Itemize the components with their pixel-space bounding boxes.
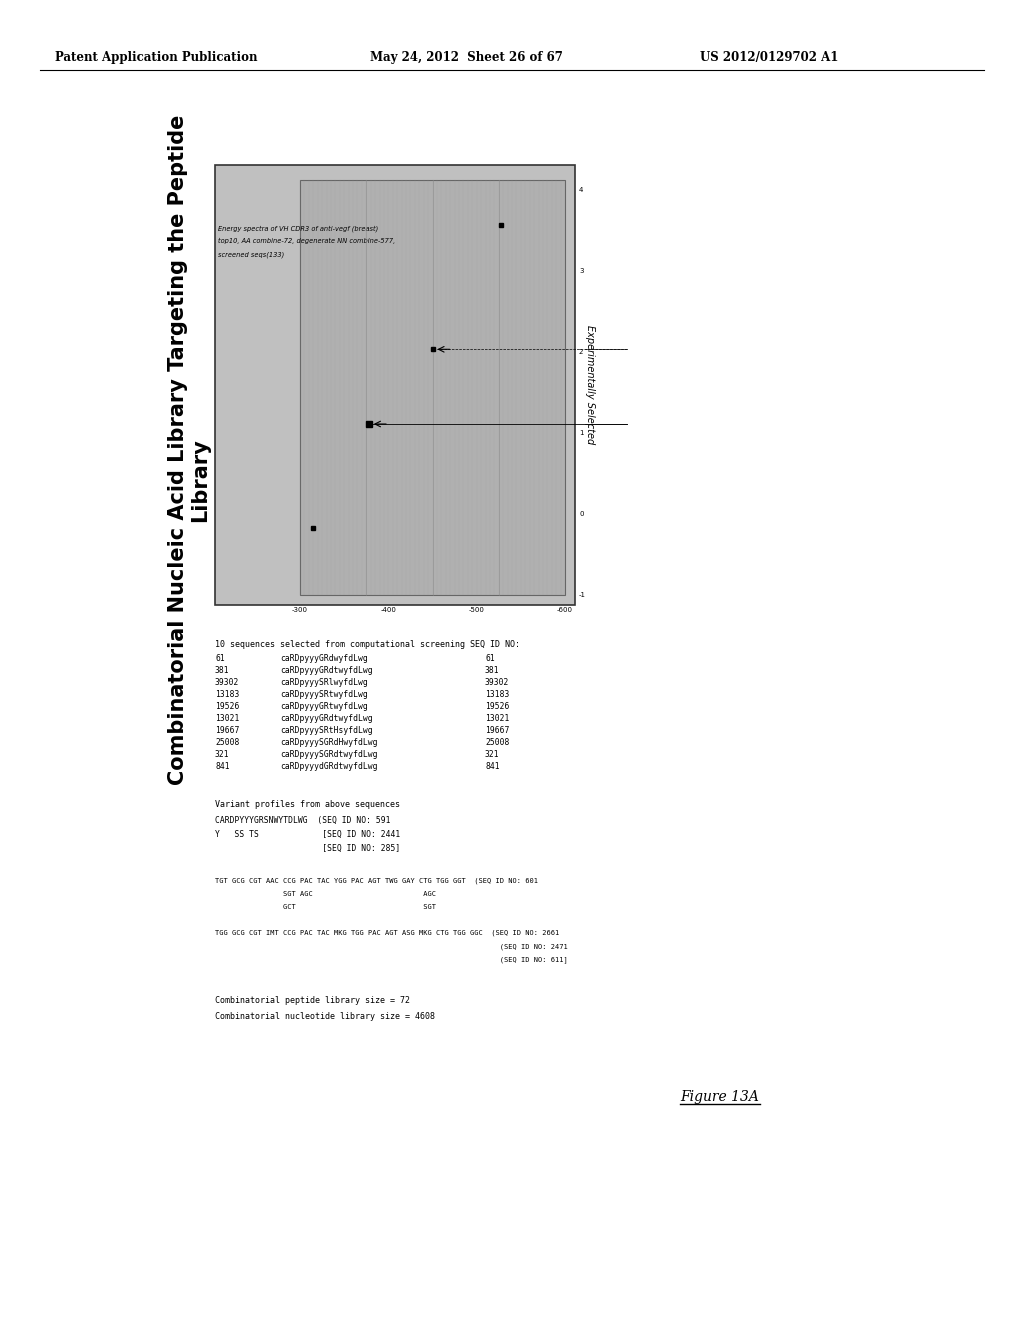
Text: -400: -400 [380,607,396,612]
Text: -1: -1 [579,591,586,598]
Text: screened seqs(133): screened seqs(133) [218,251,285,257]
Text: 321: 321 [215,750,229,759]
Text: CARDPYYYGRSNWYTDLWG  (SEQ ID NO: 591: CARDPYYYGRSNWYTDLWG (SEQ ID NO: 591 [215,816,390,825]
Text: caRDpyyyGRdtwyfdLwg: caRDpyyyGRdtwyfdLwg [280,714,373,723]
Text: (SEQ ID NO: 611]: (SEQ ID NO: 611] [215,956,567,962]
Text: 39302: 39302 [485,678,509,686]
Text: 841: 841 [215,762,229,771]
Text: -300: -300 [292,607,308,612]
Text: 0: 0 [579,511,584,517]
Text: 61: 61 [485,653,495,663]
Text: 25008: 25008 [485,738,509,747]
Text: 1: 1 [579,430,584,436]
Text: SEQ ID NO:: SEQ ID NO: [470,640,520,649]
Text: Figure 13A: Figure 13A [680,1090,759,1104]
Text: 25008: 25008 [215,738,240,747]
Text: caRDpyyyGRdtwyfdLwg: caRDpyyyGRdtwyfdLwg [280,667,373,675]
Text: (SEQ ID NO: 2471: (SEQ ID NO: 2471 [215,942,567,949]
Text: caRDpyyydGRdtwyfdLwg: caRDpyyydGRdtwyfdLwg [280,762,378,771]
Text: Patent Application Publication: Patent Application Publication [55,51,257,65]
Text: Y   SS TS             [SEQ ID NO: 2441: Y SS TS [SEQ ID NO: 2441 [215,830,400,840]
Text: 381: 381 [485,667,500,675]
Text: 19667: 19667 [485,726,509,735]
Text: caRDpyyySRtHsyfdLwg: caRDpyyySRtHsyfdLwg [280,726,373,735]
Text: -500: -500 [469,607,484,612]
Text: caRDpyyySGRdHwyfdLwg: caRDpyyySGRdHwyfdLwg [280,738,378,747]
Text: 39302: 39302 [215,678,240,686]
Text: Combinatorial peptide library size = 72: Combinatorial peptide library size = 72 [215,997,410,1005]
Bar [300,180,565,595]
Text: US 2012/0129702 A1: US 2012/0129702 A1 [700,51,839,65]
Text: caRDpyyySRtwyfdLwg: caRDpyyySRtwyfdLwg [280,690,368,700]
Text: 19667: 19667 [215,726,240,735]
Text: caRDpyyyGRdwyfdLwg: caRDpyyyGRdwyfdLwg [280,653,368,663]
Text: 10 sequences selected from computational screening: 10 sequences selected from computational… [215,640,465,649]
Text: May 24, 2012  Sheet 26 of 67: May 24, 2012 Sheet 26 of 67 [370,51,563,65]
Text: top10, AA combine-72, degenerate NN combine-577,: top10, AA combine-72, degenerate NN comb… [218,238,395,244]
Text: 13021: 13021 [485,714,509,723]
Text: 841: 841 [485,762,500,771]
Text: TGG GCG CGT IMT CCG PAC TAC MKG TGG PAC AGT ASG MKG CTG TGG GGC  (SEQ ID NO: 266: TGG GCG CGT IMT CCG PAC TAC MKG TGG PAC … [215,931,559,936]
Text: 2: 2 [579,348,584,355]
Text: 19526: 19526 [215,702,240,711]
Text: caRDpyyySRlwyfdLwg: caRDpyyySRlwyfdLwg [280,678,368,686]
Text: 13183: 13183 [485,690,509,700]
Text: Experimentally Selected: Experimentally Selected [585,325,595,445]
Text: Combinatorial nucleotide library size = 4608: Combinatorial nucleotide library size = … [215,1012,435,1020]
Text: Library: Library [190,438,210,521]
Text: Energy spectra of VH CDR3 of anti-vegf (breast): Energy spectra of VH CDR3 of anti-vegf (… [218,224,378,231]
Text: 13021: 13021 [215,714,240,723]
Text: 61: 61 [215,653,224,663]
Text: 321: 321 [485,750,500,759]
Text: 3: 3 [579,268,584,275]
Text: caRDpyyySGRdtwyfdLwg: caRDpyyySGRdtwyfdLwg [280,750,378,759]
Text: 19526: 19526 [485,702,509,711]
Text: TGT GCG CGT AAC CCG PAC TAC YGG PAC AGT TWG GAY CTG TGG GGT  (SEQ ID NO: 601: TGT GCG CGT AAC CCG PAC TAC YGG PAC AGT … [215,878,538,884]
Bar [215,165,575,605]
Text: -600: -600 [557,607,573,612]
Text: 4: 4 [579,187,584,193]
Text: 381: 381 [215,667,229,675]
Text: 13183: 13183 [215,690,240,700]
Text: GCT                              SGT: GCT SGT [215,904,436,909]
Text: Combinatorial Nucleic Acid Library Targeting the Peptide: Combinatorial Nucleic Acid Library Targe… [168,115,188,785]
Text: SGT AGC                          AGC: SGT AGC AGC [215,891,436,898]
Text: [SEQ ID NO: 285]: [SEQ ID NO: 285] [215,843,400,853]
Text: caRDpyyyGRtwyfdLwg: caRDpyyyGRtwyfdLwg [280,702,368,711]
Text: Variant profiles from above sequences: Variant profiles from above sequences [215,800,400,809]
